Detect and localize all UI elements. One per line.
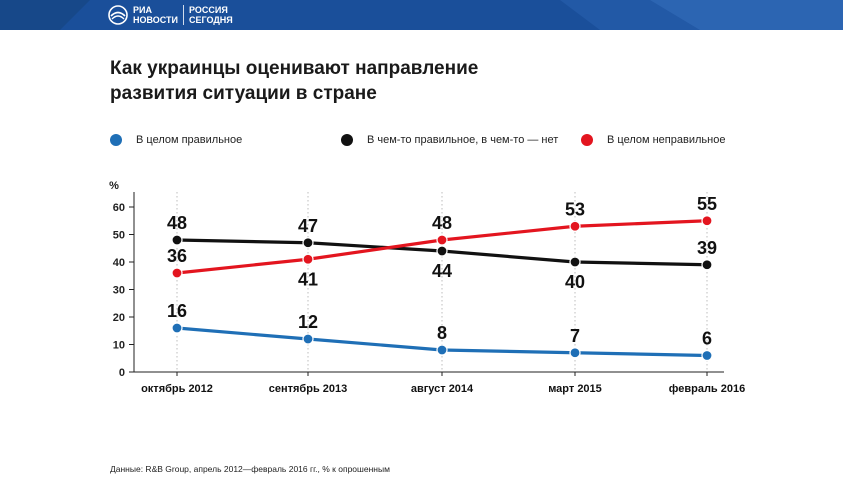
data-point	[436, 344, 448, 356]
header-decoration	[0, 0, 843, 30]
x-tick-label: сентябрь 2013	[269, 383, 348, 395]
logo-text-ria: РИА НОВОСТИ	[133, 5, 178, 25]
data-label: 40	[565, 272, 585, 292]
y-tick-label: 50	[113, 230, 125, 242]
data-label: 39	[697, 238, 717, 258]
logo2-line1: РОССИЯ	[189, 5, 228, 15]
data-point	[436, 234, 448, 246]
header-bar: РИА НОВОСТИ РОССИЯ СЕГОДНЯ	[0, 0, 843, 30]
logo2-line2: СЕГОДНЯ	[189, 15, 233, 25]
legend-item-incorrect: В целом неправильное	[581, 134, 725, 146]
data-label: 16	[167, 301, 187, 321]
data-label: 53	[565, 199, 585, 219]
y-tick-label: 60	[113, 202, 125, 214]
x-tick-label: октябрь 2012	[141, 383, 213, 395]
data-label: 47	[298, 216, 318, 236]
y-axis-unit: %	[109, 180, 119, 192]
legend-label-incorrect: В целом неправильное	[607, 134, 726, 146]
logo-separator	[183, 5, 185, 25]
y-tick-label: 10	[113, 340, 125, 352]
data-label: 41	[298, 269, 318, 289]
legend-dot-mixed	[341, 134, 353, 146]
data-point	[701, 215, 713, 227]
y-axis: % 0 10 20 30 40 50 60	[109, 180, 135, 379]
ria-globe-icon	[108, 5, 128, 25]
legend-dot-correct	[110, 134, 122, 146]
logo-line1: РИА	[133, 5, 152, 15]
legend-item-mixed: В чем-то правильное, в чем-то — нет	[341, 134, 558, 146]
y-tick-label: 30	[113, 285, 125, 297]
data-point	[171, 234, 183, 246]
title-line2: развития ситуации в стране	[110, 83, 377, 104]
data-point	[569, 220, 581, 232]
data-point	[701, 349, 713, 362]
data-label: 44	[432, 261, 452, 281]
x-tick-label: февраль 2016	[669, 383, 745, 395]
ria-logo[interactable]: РИА НОВОСТИ РОССИЯ СЕГОДНЯ	[108, 3, 233, 27]
data-label: 55	[697, 194, 717, 214]
data-point	[302, 253, 314, 265]
data-point	[302, 333, 314, 345]
data-label: 6	[702, 329, 712, 349]
logo-line2: НОВОСТИ	[133, 15, 179, 25]
data-point	[569, 256, 581, 268]
data-labels: 16 12 8 7 6 48 47 44 40 39 36 41 48 53 55	[167, 194, 717, 349]
data-point	[436, 245, 448, 257]
y-tick-label: 0	[119, 367, 125, 379]
x-tick-label: март 2015	[548, 383, 602, 395]
legend-label-mixed: В чем-то правильное, в чем-то — нет	[367, 134, 559, 146]
chart-title: Как украинцы оценивают направление разви…	[110, 56, 610, 106]
data-point	[302, 237, 314, 249]
data-label: 36	[167, 246, 187, 266]
data-point	[569, 347, 581, 359]
legend-label-correct: В целом правильное	[136, 134, 243, 146]
logo-text-russia: РОССИЯ СЕГОДНЯ	[189, 5, 233, 25]
source-note: Данные: R&B Group, апрель 2012—февраль 2…	[110, 464, 390, 474]
data-label: 48	[167, 213, 187, 233]
chart-series	[171, 215, 713, 362]
data-point	[171, 322, 183, 334]
x-tick-label: август 2014	[411, 383, 474, 395]
data-label: 8	[437, 323, 447, 343]
data-label: 48	[432, 213, 452, 233]
x-axis: октябрь 2012 сентябрь 2013 август 2014 март…	[134, 371, 745, 395]
data-label: 7	[570, 326, 580, 346]
y-tick-label: 20	[113, 312, 125, 324]
data-label: 12	[298, 312, 318, 332]
legend-item-correct: В целом правильное	[110, 134, 242, 146]
title-line1: Как украинцы оценивают направление	[110, 58, 479, 79]
y-tick-label: 40	[113, 257, 125, 269]
data-point	[171, 267, 183, 279]
legend-dot-incorrect	[581, 134, 593, 146]
data-point	[701, 259, 713, 271]
